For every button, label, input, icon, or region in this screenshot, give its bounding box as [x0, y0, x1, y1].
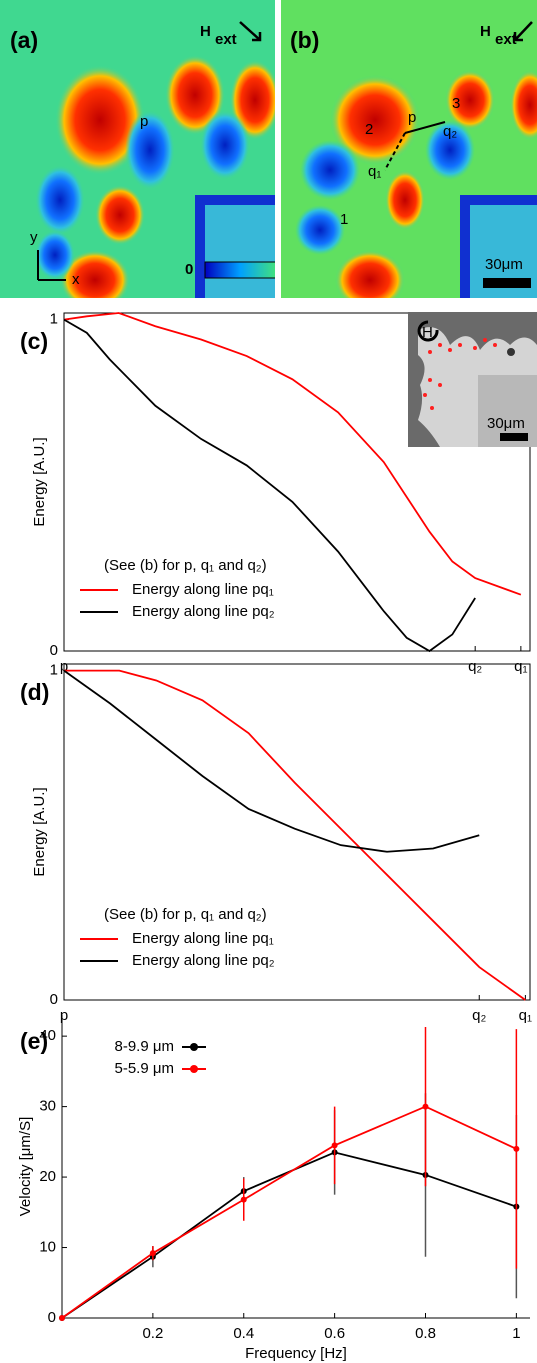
y-tick-label: 0 — [50, 991, 58, 1008]
inset-photo — [408, 312, 537, 447]
panel-b-image — [281, 0, 537, 298]
field-subscript: ext — [215, 31, 237, 48]
point — [149, 1250, 156, 1257]
y-tick-label: 0 — [50, 642, 58, 659]
x-tick-label: q₂ — [472, 1007, 486, 1024]
series-line — [64, 669, 526, 1001]
series-line — [61, 1151, 517, 1319]
y-axis-label: Velocity [μm/S] — [17, 1117, 34, 1217]
legend-title: (See (b) for p, q₁ and q₂) — [104, 557, 267, 574]
scale-bar — [483, 278, 531, 288]
divider — [275, 0, 281, 298]
line-pq2 — [404, 121, 446, 134]
x-tick-label: 0.8 — [415, 1325, 436, 1342]
field-arrow — [513, 21, 533, 42]
field-subscript: ext — [495, 31, 517, 48]
point — [331, 1142, 338, 1149]
x-tick-label: p — [60, 1007, 68, 1024]
point — [422, 1103, 429, 1110]
region-label: 1 — [340, 211, 348, 228]
field-label: H — [480, 23, 491, 40]
plot-frame — [63, 312, 531, 652]
x-tick-label: q₁ — [514, 658, 527, 675]
x-tick-label: 0.4 — [233, 1325, 254, 1342]
inset-scale: 30μm — [487, 415, 525, 432]
point — [240, 1196, 247, 1203]
x-tick-label: 0.6 — [324, 1325, 345, 1342]
series-line — [63, 318, 476, 653]
field-arrow — [239, 21, 262, 42]
point — [59, 1315, 65, 1321]
point — [513, 1145, 520, 1152]
y-tick-label: 20 — [39, 1168, 56, 1185]
panel-label: (e) — [20, 1028, 48, 1054]
series-line — [61, 1105, 517, 1319]
series-line — [63, 312, 522, 596]
x-tick-label: 1 — [512, 1325, 520, 1342]
y-tick-label: 0 — [48, 1309, 56, 1326]
y-tick-label: 30 — [39, 1098, 56, 1115]
legend-label: Energy along line pq₂ — [132, 603, 275, 620]
point-label: q₁ — [368, 163, 381, 180]
legend-marker — [190, 1065, 198, 1073]
y-tick-label: 40 — [39, 1027, 56, 1044]
field-label: H — [200, 23, 211, 40]
y-axis-label: Energy [A.U.] — [31, 787, 48, 876]
panel-label: (c) — [20, 328, 48, 354]
legend-marker — [190, 1043, 198, 1051]
axes-icon — [37, 250, 66, 281]
inset-field: H — [422, 324, 433, 341]
axis-label: x — [72, 271, 80, 288]
y-axis-label: Energy [A.U.] — [31, 437, 48, 526]
legend-label: Energy along line pq₁ — [132, 930, 274, 947]
y-tick-label: 1 — [50, 662, 58, 679]
point-label: p — [408, 109, 416, 126]
panel-a-image — [0, 0, 275, 298]
x-tick-label: q₁ — [519, 1007, 532, 1024]
x-tick-label: q₂ — [468, 658, 482, 675]
scale-label: 30μm — [485, 256, 523, 273]
y-tick-label: 10 — [39, 1239, 56, 1256]
legend-label: Energy along line pq₁ — [132, 581, 274, 598]
legend-title: (See (b) for p, q₁ and q₂) — [104, 906, 267, 923]
legend-label: 8-9.9 μm — [115, 1038, 175, 1055]
panel-label: (a) — [10, 27, 38, 53]
y-tick-label: 1 — [50, 311, 58, 328]
axis-label: y — [30, 229, 38, 246]
point-label: q₂ — [443, 123, 457, 140]
panel-label: (d) — [20, 679, 49, 705]
panel-label: (b) — [290, 27, 319, 53]
region-label: 3 — [452, 95, 460, 112]
x-tick-label: 0.2 — [142, 1325, 163, 1342]
series-line — [63, 669, 480, 853]
point-label: p — [140, 113, 148, 130]
x-axis-label: Frequency [Hz] — [245, 1345, 347, 1362]
colorbar-label: 0 — [185, 261, 193, 278]
line-pq1 — [384, 132, 406, 171]
legend-label: 5-5.9 μm — [115, 1060, 175, 1077]
plot-frame — [63, 663, 531, 1001]
legend-label: Energy along line pq₂ — [132, 952, 275, 969]
region-label: 2 — [365, 121, 373, 138]
